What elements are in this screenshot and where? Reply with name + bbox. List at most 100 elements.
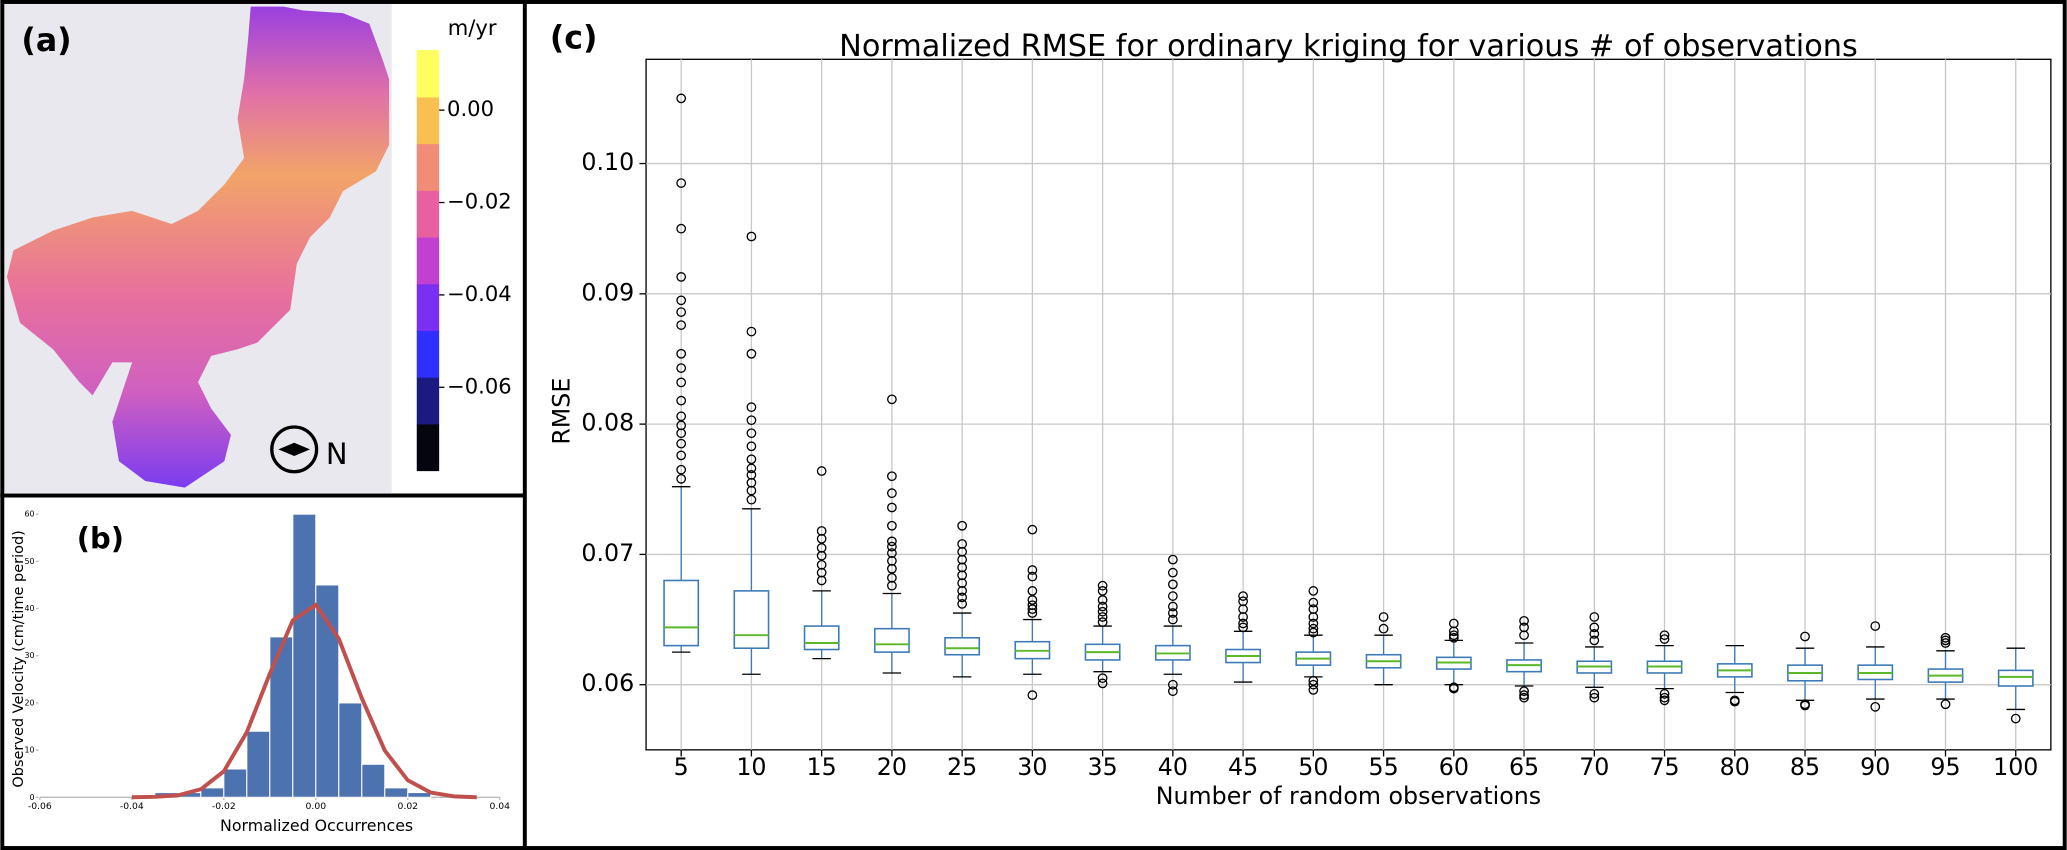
outlier — [887, 563, 897, 574]
y-tick-label: 0.09 — [581, 278, 634, 306]
outlier — [1167, 567, 1178, 578]
outlier — [746, 428, 757, 439]
x-axis-label: Normalized Occurrences — [220, 816, 413, 835]
colorbar-band — [416, 143, 440, 191]
x-tick-label: 80 — [1720, 753, 1750, 781]
box — [944, 637, 981, 656]
outlier — [1097, 595, 1108, 605]
x-tick-label: -0.06 — [28, 801, 52, 812]
colorbar-tick-label: −0.04 — [447, 281, 512, 306]
y-tick-label: 0.10 — [581, 148, 634, 176]
outlier — [1308, 623, 1319, 634]
outlier — [1308, 586, 1319, 596]
outlier — [676, 428, 687, 439]
outlier — [676, 348, 687, 359]
outlier — [1308, 612, 1319, 622]
outlier — [676, 307, 687, 317]
colorbar-band — [416, 190, 440, 238]
map-region — [6, 6, 390, 488]
outlier — [1167, 608, 1178, 618]
outlier — [1519, 615, 1529, 626]
outlier — [1027, 608, 1038, 618]
outlier — [676, 464, 687, 475]
fit-curve — [131, 602, 477, 800]
y-axis-label: RMSE — [548, 378, 576, 445]
outlier — [1097, 673, 1108, 684]
outlier — [1238, 618, 1248, 629]
outlier — [1097, 617, 1108, 628]
panel-label: (a) — [21, 23, 71, 59]
outlier — [1448, 683, 1459, 694]
outlier — [1027, 604, 1038, 615]
outlier — [1308, 685, 1319, 695]
x-tick-label: 25 — [947, 753, 977, 781]
outlier — [676, 93, 687, 104]
outlier — [1519, 690, 1529, 700]
outlier — [1659, 695, 1670, 706]
outlier — [887, 471, 897, 482]
outlier — [1800, 631, 1810, 642]
x-tick-label: 50 — [1298, 753, 1328, 781]
outlier — [746, 402, 757, 413]
outlier — [676, 363, 687, 373]
outlier — [1729, 696, 1740, 707]
outlier — [676, 272, 687, 282]
histogram-bar — [315, 584, 340, 798]
outlier — [1238, 622, 1248, 633]
outlier — [676, 438, 687, 449]
x-tick-label: 45 — [1228, 753, 1258, 781]
histogram-bar — [223, 768, 248, 798]
outlier — [1167, 591, 1178, 601]
outlier — [676, 411, 687, 422]
outlier — [1027, 565, 1038, 575]
outlier — [1659, 634, 1670, 644]
x-tick-label: 40 — [1158, 753, 1188, 781]
outlier — [887, 502, 897, 513]
outlier — [1519, 630, 1529, 641]
outlier — [1097, 612, 1108, 622]
plot-area — [645, 58, 2052, 751]
outlier — [1097, 601, 1108, 612]
x-tick-label: 10 — [736, 753, 766, 781]
outlier — [1167, 601, 1178, 612]
outlier — [676, 395, 687, 406]
outlier — [1870, 621, 1881, 631]
box — [663, 579, 700, 647]
y-tick-label: 40 — [25, 604, 35, 613]
x-tick-label: 95 — [1930, 753, 1960, 781]
outlier — [1589, 612, 1600, 622]
outlier — [816, 533, 827, 544]
outlier — [746, 348, 757, 359]
outlier — [2010, 713, 2021, 724]
outlier — [887, 541, 897, 552]
outlier — [1308, 597, 1319, 608]
outlier — [1940, 635, 1951, 646]
box — [803, 625, 840, 651]
outlier — [746, 454, 757, 465]
outlier — [1027, 595, 1038, 605]
outlier — [1097, 678, 1108, 689]
histogram-bar — [200, 787, 225, 798]
x-tick-label: 30 — [1017, 753, 1047, 781]
outlier — [1378, 623, 1389, 634]
colorbar-band — [416, 330, 440, 378]
y-tick-label: 60 — [25, 510, 35, 519]
outlier — [887, 536, 897, 547]
histogram-bar — [292, 513, 317, 798]
outlier — [676, 473, 687, 484]
histogram-bar — [407, 792, 432, 798]
outlier — [887, 394, 897, 405]
outlier — [1238, 612, 1248, 622]
y-tick-label: 0.06 — [581, 669, 634, 697]
y-axis-label: Observed Velocity (cm/time period) — [11, 530, 27, 787]
outlier — [1027, 690, 1038, 700]
histogram-bar — [338, 702, 363, 798]
histogram-bar — [246, 730, 271, 798]
outlier — [887, 580, 897, 591]
outlier — [1097, 606, 1108, 617]
outlier — [1167, 614, 1178, 625]
x-tick-label: 90 — [1860, 753, 1890, 781]
outlier — [676, 377, 687, 388]
y-tick-label: 0 — [30, 793, 35, 802]
x-tick-label: 15 — [807, 753, 837, 781]
